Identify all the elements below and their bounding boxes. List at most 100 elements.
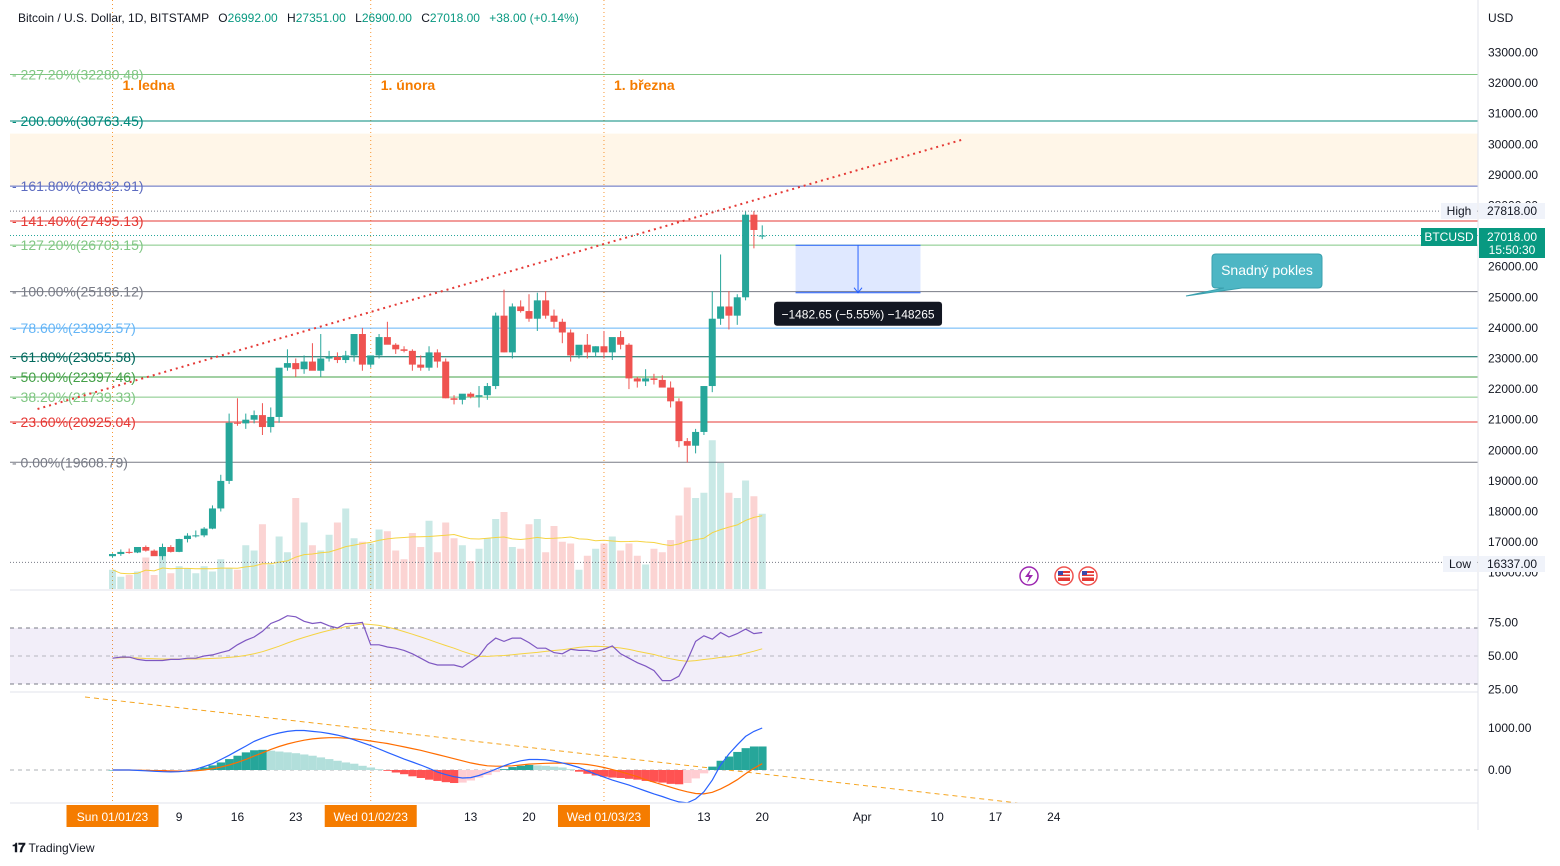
price-tick: 20000.00 <box>1488 443 1538 457</box>
trend-line[interactable] <box>37 138 963 410</box>
price-axis[interactable]: 33000.00 32000.00 31000.00 30000.00 29000.00… <box>1488 46 1538 580</box>
volume-bar <box>533 519 541 589</box>
candle-body <box>167 546 175 552</box>
high-value: 27818.00 <box>1487 204 1537 218</box>
time-highlight-bg <box>324 805 417 827</box>
callout-bubble[interactable] <box>1185 253 1323 297</box>
candle-body <box>158 546 166 557</box>
volume-bar <box>300 522 308 589</box>
macd-histogram-bar <box>391 770 401 773</box>
candle-body <box>725 306 733 316</box>
macd-histogram-bar <box>583 770 592 774</box>
volume-bar <box>308 545 316 589</box>
last-price-bg <box>1479 228 1545 258</box>
us-flag-stripe <box>1058 576 1070 578</box>
macd-histogram-bar <box>699 770 709 774</box>
high-legend-value: 27351.00 <box>296 11 346 25</box>
tradingview-logo-icon[interactable]: 𝟏𝟕 <box>12 840 26 855</box>
volume-bar <box>192 573 200 589</box>
macd-histogram-bar <box>549 766 559 770</box>
lightning-icon-glyph <box>1025 569 1033 583</box>
volume-bars <box>109 440 766 589</box>
price-tick: 22000.00 <box>1488 382 1538 396</box>
candle-body <box>233 422 241 424</box>
volume-bar <box>525 524 533 589</box>
volume-bar <box>717 463 725 589</box>
candle-body <box>608 337 616 353</box>
legend[interactable]: Bitcoin / U.S. Dollar, 1D, BITSTAMP O269… <box>18 11 579 25</box>
candle-body <box>208 508 216 529</box>
candle-body <box>383 337 391 345</box>
brand-name[interactable]: TradingView <box>28 841 95 855</box>
volume-bar <box>750 496 758 589</box>
macd-histogram-bar <box>500 769 509 770</box>
month-marker-label: 1. února <box>381 77 436 93</box>
volume-bar <box>267 564 275 589</box>
candle-body <box>150 550 158 557</box>
volume-bar <box>417 547 425 589</box>
rsi-tick: 75.00 <box>1488 615 1518 629</box>
candle-body <box>300 361 308 370</box>
volume-bar <box>125 575 133 589</box>
macd-histogram-bar <box>400 770 409 775</box>
candle-body <box>258 415 266 428</box>
macd-histogram-bar <box>241 752 251 770</box>
macd-histogram-bar <box>366 767 376 770</box>
volume-bar <box>592 548 600 589</box>
candle-body <box>575 344 583 356</box>
macd-histogram-bar <box>341 762 351 770</box>
price-tick: 33000.00 <box>1488 46 1538 60</box>
price-tick: 29000.00 <box>1488 168 1538 182</box>
macd-histogram-bar <box>658 770 667 783</box>
low-value-bg <box>1479 556 1545 572</box>
macd-histogram-bar <box>316 757 326 770</box>
macd-histogram-bar <box>591 770 600 776</box>
macd-histogram-bar <box>283 752 292 770</box>
candle-body <box>733 297 741 316</box>
volume-bar <box>325 534 333 589</box>
macd-histogram-bar <box>258 749 267 770</box>
close-label: C <box>421 11 430 25</box>
macd-trend-line[interactable] <box>84 696 1019 804</box>
candle-body <box>375 337 383 356</box>
low-legend-value: 26900.00 <box>362 11 412 25</box>
volume-bar <box>742 480 750 589</box>
macd-histogram-bar <box>308 755 317 770</box>
signal-line <box>112 737 763 795</box>
macd-histogram-bar <box>508 767 517 770</box>
candle-body <box>283 363 291 368</box>
volume-bar <box>633 555 641 589</box>
price-tick: 26000.00 <box>1488 260 1538 274</box>
volume-bar <box>558 541 566 589</box>
volume-bar <box>550 526 558 589</box>
macd-histogram-bar <box>525 764 534 770</box>
volume-bar <box>608 536 616 589</box>
candle-body <box>625 344 633 379</box>
candle-body <box>308 361 316 371</box>
us-flag-canton <box>1058 571 1063 575</box>
volume-bar <box>175 566 183 589</box>
volume-bar <box>233 569 241 589</box>
volume-bar <box>567 543 575 589</box>
volume-bar <box>158 550 166 589</box>
event-icons[interactable] <box>1019 566 1098 586</box>
volume-bar <box>617 550 625 589</box>
candle-body <box>109 554 116 557</box>
candle-body <box>525 311 533 319</box>
price-tick: 25000.00 <box>1488 290 1538 304</box>
high-value-bg <box>1479 203 1545 219</box>
macd-histogram-bar <box>383 770 392 771</box>
time-label: 16 <box>231 810 245 824</box>
candle-body <box>292 363 300 370</box>
symbol-title: Bitcoin / U.S. Dollar, 1D, BITSTAMP <box>18 11 209 25</box>
close-value: 27018.00 <box>430 11 480 25</box>
price-tick: 21000.00 <box>1488 413 1538 427</box>
candle-body <box>583 344 591 353</box>
time-label: 24 <box>1047 810 1061 824</box>
candle-body <box>350 334 358 356</box>
price-tick: 17000.00 <box>1488 535 1538 549</box>
time-axis[interactable]: Sun 01/01/23 9 16 23 Wed 01/02/23 13 20 Wed 01/… <box>66 805 1061 827</box>
time-label: Apr <box>853 810 872 824</box>
us-flag-stripe <box>1082 573 1094 575</box>
